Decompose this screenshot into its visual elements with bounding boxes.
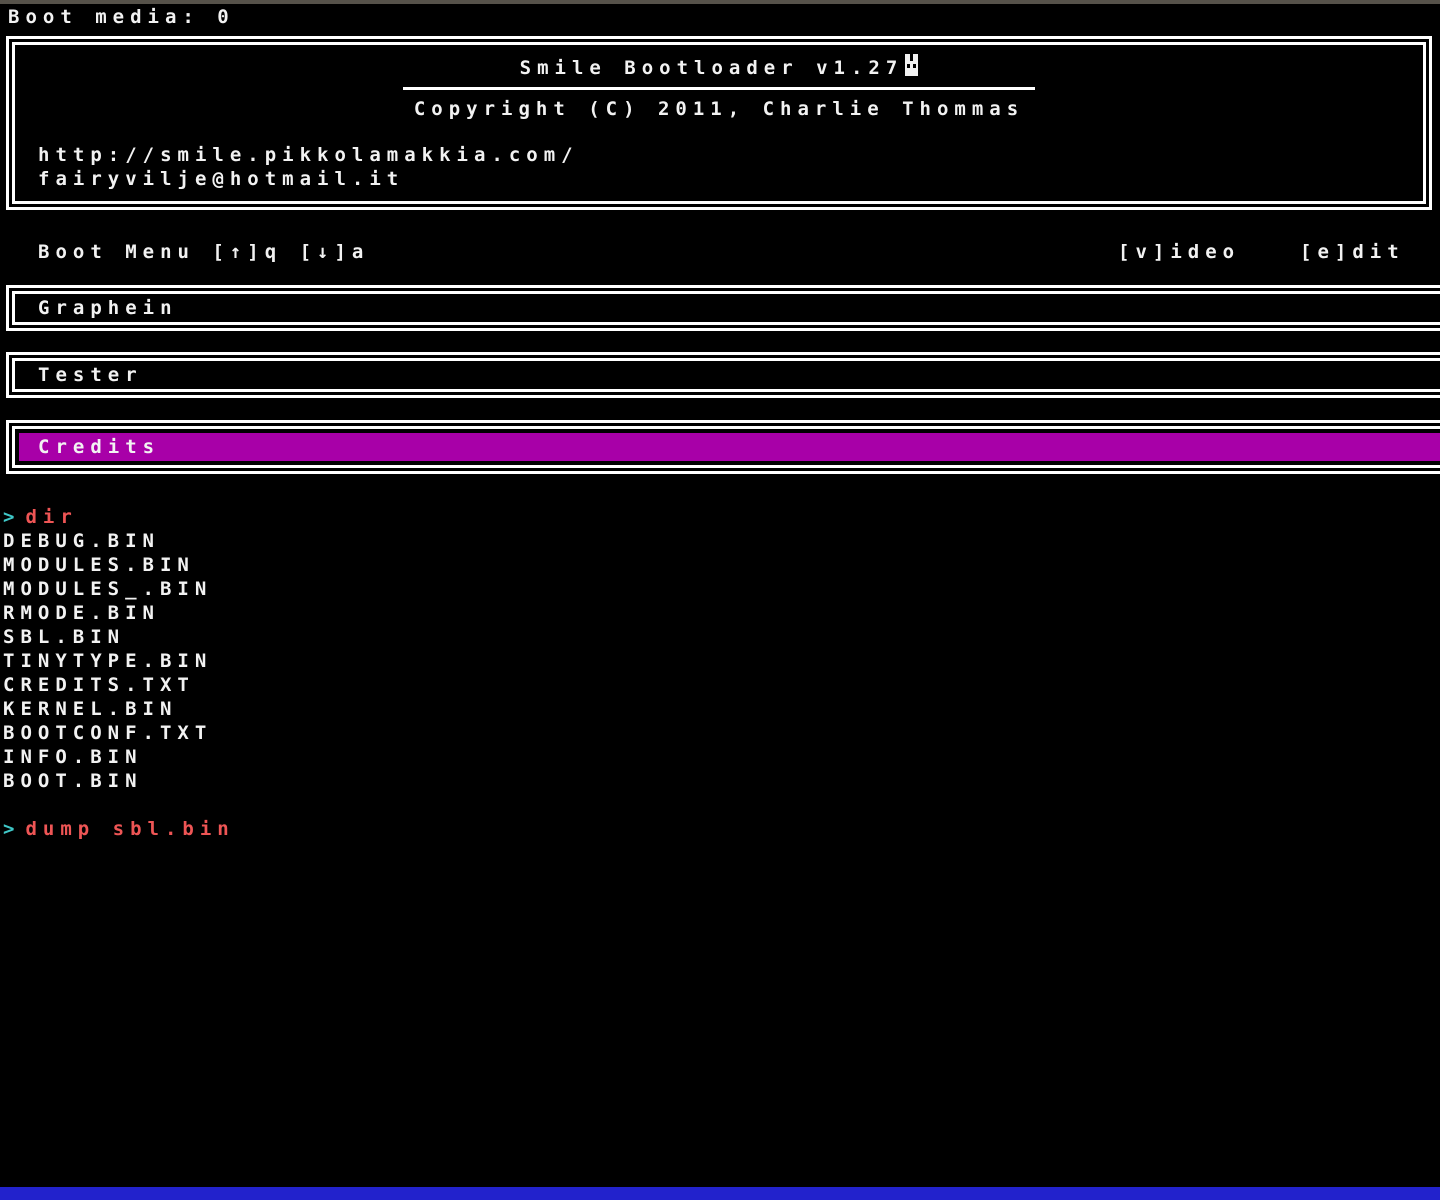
bootloader-title-box-inner: Smile Bootloader v1.27 Copyright (C) 201… <box>12 42 1426 204</box>
file-entry: CREDITS.TXT <box>3 674 195 696</box>
menu-item-graphein-inner: Graphein <box>12 291 1440 325</box>
contact-block: http://smile.pikkolamakkia.com/ fairyvil… <box>15 143 1423 191</box>
command-text: dump sbl.bin <box>25 818 235 840</box>
boot-menu-header: Boot Menu [↑]q [↓]a [v]ideo [e]dit <box>0 240 1440 264</box>
bottom-status-bar <box>0 1187 1440 1200</box>
file-entry: DEBUG.BIN <box>3 530 160 552</box>
edit-shortcut[interactable]: [e]dit <box>1300 241 1405 263</box>
menu-item-label: Graphein <box>38 297 178 319</box>
menu-item-graphein[interactable]: Graphein <box>6 285 1440 331</box>
prompt-chevron-icon: > <box>3 818 21 840</box>
command-line: > dir <box>3 505 235 529</box>
blank-line <box>3 793 235 817</box>
bootloader-title-box: Smile Bootloader v1.27 Copyright (C) 201… <box>6 36 1432 210</box>
file-entry: KERNEL.BIN <box>3 698 178 720</box>
file-entry: BOOT.BIN <box>3 770 143 792</box>
smiley-block-icon <box>905 54 919 78</box>
page-title: Smile Bootloader v1.27 <box>15 54 1423 80</box>
menu-item-credits-inner: Credits <box>12 426 1440 468</box>
boot-media-status: Boot media: 0 <box>8 6 235 28</box>
website-url: http://smile.pikkolamakkia.com/ <box>38 144 579 166</box>
contact-email: fairyvilje@hotmail.it <box>38 168 405 190</box>
menu-item-label: Tester <box>38 364 143 386</box>
command-text: dir <box>25 506 78 528</box>
file-entry: SBL.BIN <box>3 626 126 648</box>
file-entry: MODULES.BIN <box>3 554 195 576</box>
menu-item-label: Credits <box>38 436 161 458</box>
terminal-output: > dir DEBUG.BIN MODULES.BIN MODULES_.BIN … <box>3 505 235 841</box>
file-entry: TINYTYPE.BIN <box>3 650 213 672</box>
menu-item-tester[interactable]: Tester <box>6 352 1440 398</box>
boot-menu-heading: Boot Menu [↑]q [↓]a <box>38 241 370 263</box>
title-underline <box>403 87 1035 90</box>
menu-item-tester-inner: Tester <box>12 358 1440 392</box>
command-line[interactable]: > dump sbl.bin <box>3 817 235 841</box>
file-entry: INFO.BIN <box>3 746 143 768</box>
menu-item-credits[interactable]: Credits <box>6 420 1440 474</box>
top-hardware-bar <box>0 0 1440 4</box>
selection-highlight: Credits <box>19 433 1440 461</box>
bootloader-title-text: Smile Bootloader v1.27 <box>519 57 904 79</box>
file-entry: BOOTCONF.TXT <box>3 722 213 744</box>
file-entry: RMODE.BIN <box>3 602 160 624</box>
file-entry: MODULES_.BIN <box>3 578 213 600</box>
prompt-chevron-icon: > <box>3 506 21 528</box>
copyright-text: Copyright (C) 2011, Charlie Thommas <box>413 98 1025 120</box>
video-shortcut[interactable]: [v]ideo <box>1118 241 1241 263</box>
